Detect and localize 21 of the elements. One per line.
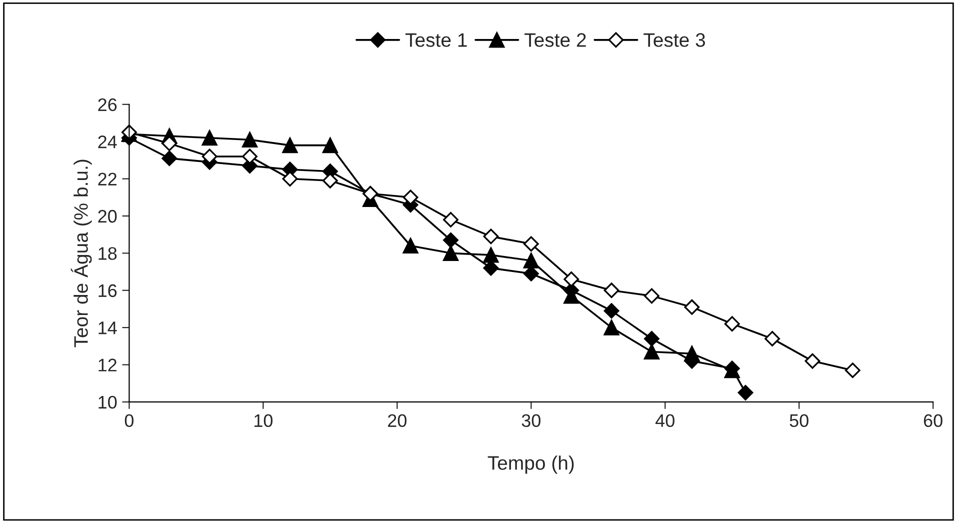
x-tick-label: 10 (254, 414, 273, 428)
y-tick-label: 12 (98, 358, 116, 372)
y-tick-label: 18 (98, 247, 117, 260)
x-tick-label: 60 (924, 414, 942, 428)
y-tick-label: 16 (98, 284, 117, 298)
x-tick-label: 20 (388, 414, 406, 428)
x-axis-title: Tempo (h) (488, 456, 574, 474)
x-tick-label: 0 (124, 414, 134, 428)
y-tick-label: 10 (98, 396, 117, 409)
x-tick-label: 30 (522, 414, 540, 428)
y-tick-label: 24 (98, 136, 117, 148)
legend-label: Teste 3 (644, 33, 705, 47)
legend-label: Teste 2 (524, 33, 586, 47)
y-axis-title: Teor de Água (% b.u.) (70, 160, 92, 348)
y-tick-label: 14 (98, 322, 117, 334)
x-tick-label: 50 (790, 414, 808, 428)
y-tick-label: 20 (98, 210, 117, 223)
y-tick-label: 22 (98, 172, 116, 186)
y-tick-label: 26 (98, 98, 117, 112)
legend-label: Teste 1 (405, 33, 467, 47)
x-tick-label: 40 (655, 414, 674, 428)
